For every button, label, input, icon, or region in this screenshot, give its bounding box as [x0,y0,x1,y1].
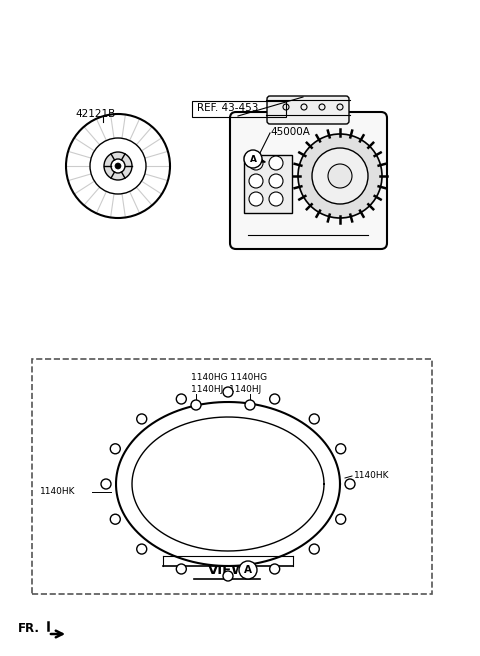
Text: REF. 43-453: REF. 43-453 [197,103,258,113]
Circle shape [101,479,111,489]
Circle shape [269,156,283,170]
Circle shape [309,544,319,554]
Circle shape [249,192,263,206]
Circle shape [309,414,319,424]
Circle shape [249,174,263,188]
Circle shape [269,174,283,188]
Circle shape [328,164,352,188]
Circle shape [336,444,346,454]
Circle shape [244,150,262,168]
Text: 1140HK: 1140HK [354,472,389,480]
Text: FR.: FR. [18,621,40,634]
Text: VIEW: VIEW [208,564,247,577]
Circle shape [104,152,132,180]
Text: 45000A: 45000A [270,127,310,137]
Circle shape [223,571,233,581]
FancyBboxPatch shape [267,96,349,124]
Circle shape [298,134,382,218]
Circle shape [191,400,201,410]
Text: 1140HJ  1140HJ: 1140HJ 1140HJ [191,384,261,394]
Circle shape [115,163,121,169]
Circle shape [176,564,186,574]
Circle shape [249,156,263,170]
FancyBboxPatch shape [230,112,387,249]
Circle shape [111,159,125,173]
Circle shape [90,138,146,194]
Text: A: A [244,565,252,575]
Circle shape [269,192,283,206]
Circle shape [223,387,233,397]
Text: 42121B: 42121B [75,109,115,119]
Circle shape [270,564,280,574]
Circle shape [312,148,368,204]
Circle shape [137,414,147,424]
Circle shape [245,400,255,410]
Circle shape [176,394,186,404]
Circle shape [345,479,355,489]
Circle shape [137,544,147,554]
Circle shape [110,514,120,524]
Bar [244,155,292,213]
Bar [32,359,432,594]
Text: 1140HK: 1140HK [40,487,75,497]
Circle shape [270,394,280,404]
Circle shape [239,561,257,579]
Text: A: A [250,155,256,163]
Circle shape [110,444,120,454]
Text: 1140HG 1140HG: 1140HG 1140HG [191,373,267,382]
Circle shape [336,514,346,524]
